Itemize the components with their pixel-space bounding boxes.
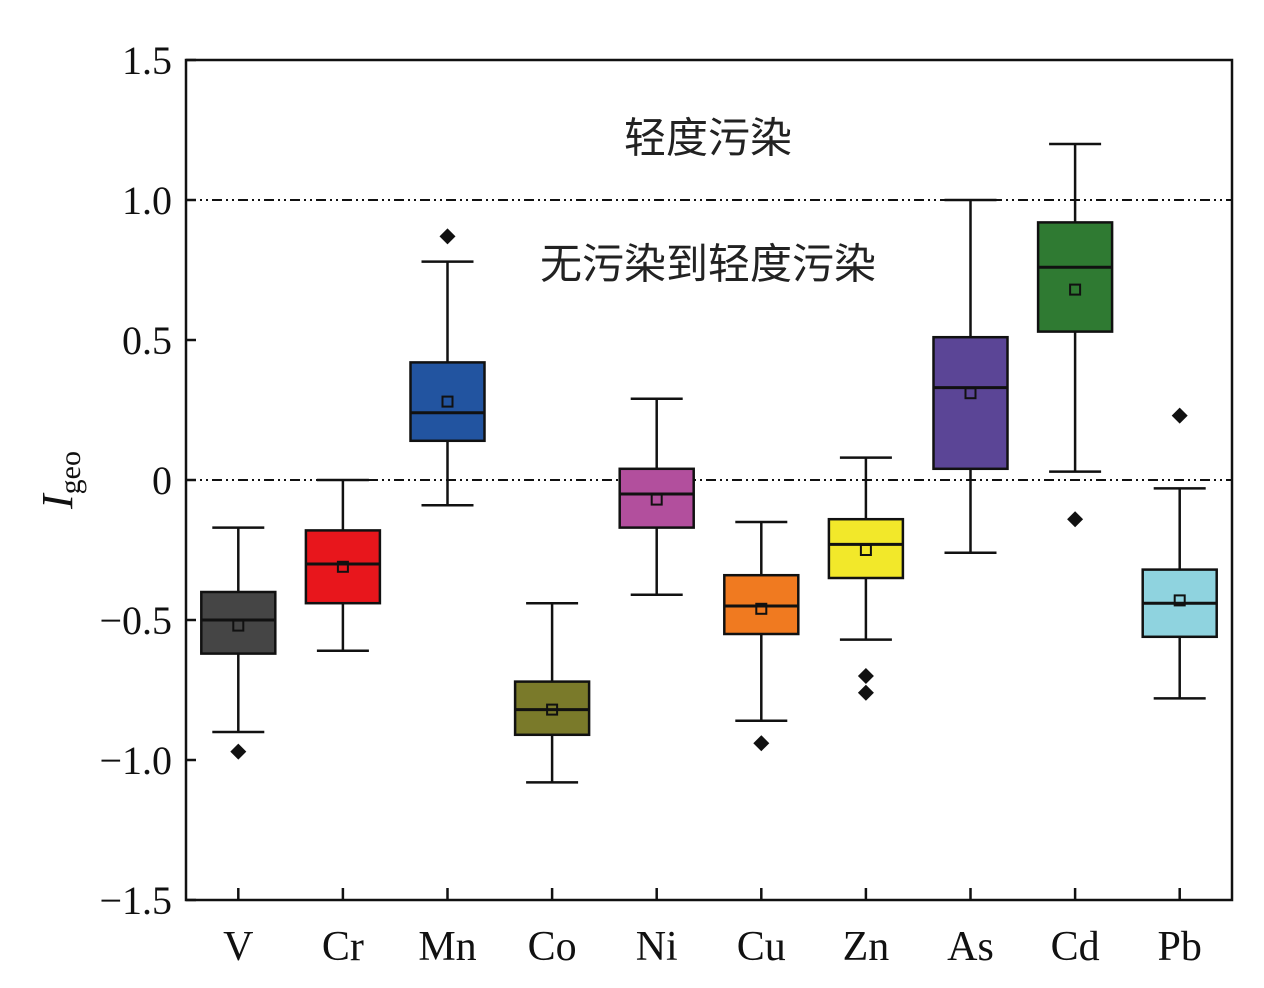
mean-marker [1069, 283, 1082, 296]
boxes [200, 142, 1218, 784]
x-tick-label: Cu [737, 924, 786, 970]
box-Co [513, 601, 591, 784]
x-tick-label: Zn [843, 924, 890, 970]
x-tick-label: Co [528, 924, 577, 970]
mean-marker [232, 619, 245, 632]
iqr-box [200, 590, 277, 655]
y-tick-label: −1.0 [99, 738, 172, 783]
mean-marker [546, 703, 559, 716]
box-Mn [409, 228, 486, 507]
reference-lines [186, 199, 1232, 481]
y-tick-label: 1.0 [122, 178, 172, 223]
mean-marker [964, 387, 977, 400]
y-tick-label: 1.5 [122, 38, 172, 83]
outlier-point [857, 684, 874, 701]
x-tick-label: Mn [418, 924, 476, 970]
mean-marker [859, 544, 872, 556]
mean-marker [755, 602, 768, 615]
iqr-box [618, 467, 695, 529]
iqr-box [304, 529, 382, 605]
outlier-point [230, 743, 247, 760]
mean-marker [650, 493, 663, 506]
box-Pb [1141, 407, 1218, 700]
x-tick-label: As [947, 924, 994, 970]
y-tick-label: −1.5 [99, 878, 172, 923]
outlier-point [857, 668, 874, 684]
x-tick-label: Pb [1158, 924, 1202, 970]
x-tick-label: Ni [636, 924, 678, 970]
y-axis-label-subscript: geo [54, 451, 87, 494]
mean-marker [1173, 594, 1186, 607]
box-Cd [1036, 142, 1114, 528]
outlier-point [753, 735, 770, 752]
iqr-box [827, 517, 905, 580]
y-axis-label: Igeo [33, 451, 87, 510]
iqr-box [932, 335, 1009, 471]
outlier-point [439, 228, 456, 245]
mean-marker [441, 395, 454, 408]
x-tick-label: V [223, 924, 253, 970]
x-tick-label: Cd [1051, 924, 1100, 970]
box-Ni [618, 397, 695, 597]
outlier-point [1171, 407, 1188, 424]
axes: 1.5 1.0 0.5 0 −0.5 −1.0 −1.5 V Cr Mn Co Ni Cu Zn As Cd P… [33, 38, 1234, 970]
box-Zn [827, 456, 905, 701]
outlier-point [1067, 511, 1084, 528]
box-As [932, 198, 1009, 555]
annotation-0: 轻度污染 [624, 113, 792, 162]
box-Cu [723, 520, 800, 752]
x-tick-label: Cr [322, 924, 364, 970]
iqr-box [409, 361, 486, 443]
iqr-box [1036, 221, 1114, 333]
y-tick-label: −0.5 [99, 598, 172, 643]
box-V [200, 526, 277, 760]
y-tick-label: 0.5 [122, 318, 172, 363]
y-axis-label-main: I [33, 492, 82, 510]
annotation-1: 无污染到轻度污染 [540, 239, 876, 288]
mean-marker [336, 560, 349, 573]
y-tick-label: 0 [152, 458, 172, 503]
box-Cr [304, 478, 382, 653]
